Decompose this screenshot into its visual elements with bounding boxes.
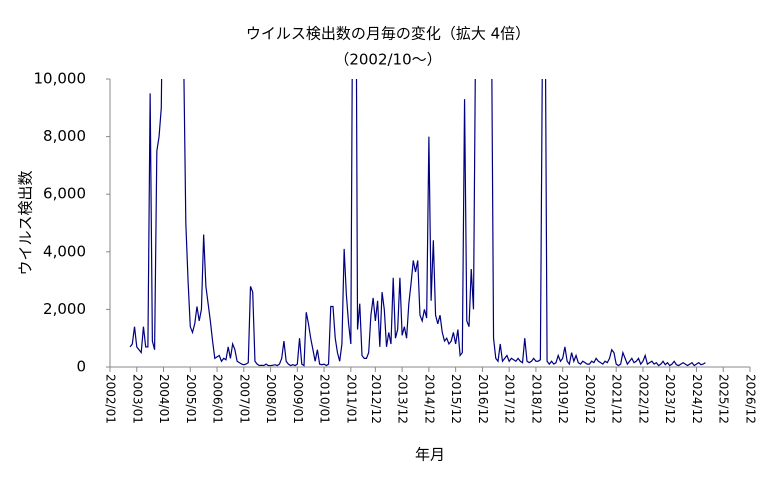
x-tick-label: 2003/01 bbox=[130, 374, 144, 424]
y-tick-label: 8,000 bbox=[43, 127, 86, 145]
data-line bbox=[129, 79, 706, 367]
x-tick-label: 2011/01 bbox=[344, 374, 358, 424]
x-tick-label: 2021/12 bbox=[610, 374, 624, 424]
x-tick-label: 2008/01 bbox=[264, 374, 278, 424]
x-tick-label: 2017/12 bbox=[503, 374, 517, 424]
x-tick-label: 2012/12 bbox=[369, 374, 383, 424]
x-tick-label: 2016/12 bbox=[476, 374, 490, 424]
x-tick-label: 2015/12 bbox=[449, 374, 463, 424]
x-tick-label: 2025/12 bbox=[717, 374, 731, 424]
y-tick-label: 10,000 bbox=[34, 70, 87, 88]
x-tick-label: 2010/01 bbox=[318, 374, 332, 424]
x-tick-label: 2002/01 bbox=[104, 374, 118, 424]
x-axis-label: 年月 bbox=[415, 446, 445, 464]
x-tick-label: 2005/01 bbox=[184, 374, 198, 424]
x-tick-label: 2009/01 bbox=[291, 374, 305, 424]
x-tick-label: 2006/01 bbox=[211, 374, 225, 424]
x-tick-label: 2004/01 bbox=[157, 374, 171, 424]
x-tick-label: 2022/12 bbox=[636, 374, 650, 424]
y-axis-label: ウイルス検出数 bbox=[17, 170, 35, 275]
x-tick-label: 2026/12 bbox=[744, 374, 758, 424]
x-tick-label: 2023/12 bbox=[663, 374, 677, 424]
x-tick-label: 2013/12 bbox=[396, 374, 410, 424]
x-tick-label: 2018/12 bbox=[529, 374, 543, 424]
y-tick-label: 6,000 bbox=[43, 185, 86, 203]
plot-area bbox=[129, 79, 706, 367]
x-tick-label: 2024/12 bbox=[690, 374, 704, 424]
y-tick-label: 2,000 bbox=[43, 300, 86, 318]
x-tick-label: 2007/01 bbox=[237, 374, 251, 424]
y-tick-label: 4,000 bbox=[43, 242, 86, 260]
chart-title: ウイルス検出数の月毎の変化（拡大 4倍） bbox=[246, 25, 530, 43]
y-tick-label: 0 bbox=[76, 358, 86, 376]
x-tick-label: 2014/12 bbox=[422, 374, 436, 424]
x-tick-label: 2019/12 bbox=[556, 374, 570, 424]
chart-subtitle: （2002/10～） bbox=[334, 51, 441, 69]
x-tick-label: 2020/12 bbox=[583, 374, 597, 424]
